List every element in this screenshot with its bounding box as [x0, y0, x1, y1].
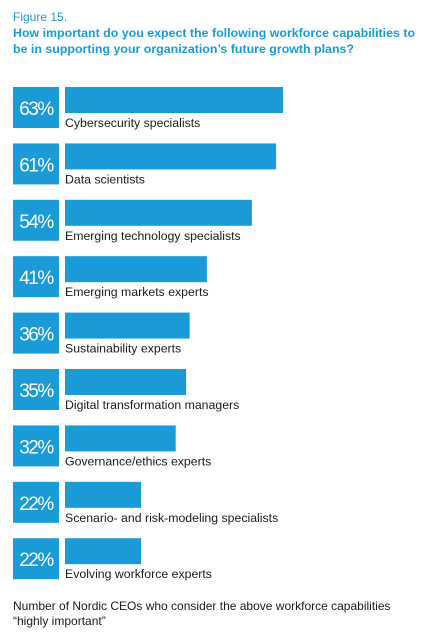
value-box — [13, 256, 59, 298]
value-box — [13, 425, 59, 467]
value-label: 35% — [19, 381, 54, 402]
value-label: 22% — [19, 550, 54, 571]
bar-chart: 63% Cybersecurity specialists 61% Data scie… — [13, 87, 283, 581]
value-label: 36% — [19, 325, 54, 346]
value-box — [13, 87, 59, 128]
value-label: 63% — [19, 99, 54, 120]
footnote: Number of Nordic CEOs who consider the a… — [13, 599, 391, 628]
value-box — [13, 538, 59, 580]
value-box — [13, 481, 59, 523]
value-label: 41% — [19, 268, 54, 289]
category-label: Digital transformation managers — [65, 398, 239, 412]
figure-label: Figure 15. — [13, 10, 68, 24]
category-label: Evolving workforce experts — [65, 567, 212, 581]
category-label: Sustainability experts — [65, 342, 181, 356]
category-label: Emerging technology specialists — [65, 229, 241, 243]
bar — [65, 199, 252, 226]
bar — [65, 256, 207, 283]
value-box — [13, 369, 59, 410]
bar — [65, 481, 142, 508]
value-label: 61% — [19, 155, 54, 176]
bar — [65, 143, 277, 170]
chart-title: How important do you expect the followin… — [13, 26, 416, 56]
category-label: Emerging markets experts — [65, 285, 209, 299]
bar — [65, 87, 283, 113]
value-label: 54% — [19, 212, 54, 233]
category-label: Governance/ethics experts — [65, 454, 211, 468]
category-label: Data scientists — [65, 172, 145, 186]
value-box — [13, 199, 59, 241]
value-box — [13, 143, 59, 185]
bar — [65, 538, 142, 565]
bar — [65, 425, 176, 452]
category-label: Cybersecurity specialists — [65, 116, 200, 130]
bar — [65, 312, 190, 339]
bar — [65, 369, 187, 395]
value-label: 22% — [19, 494, 54, 515]
category-label: Scenario- and risk-modeling specialists — [65, 511, 278, 525]
value-box — [13, 312, 59, 354]
value-label: 32% — [19, 437, 54, 458]
